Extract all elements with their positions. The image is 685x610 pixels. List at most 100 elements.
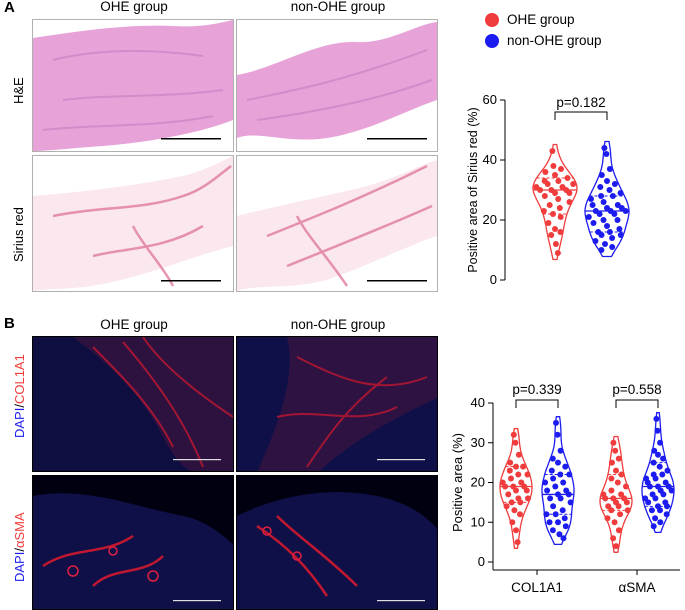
x-tick-label: COL1A1 xyxy=(511,580,563,595)
asma-ohe-point xyxy=(624,507,631,514)
sirius-non-ohe-point xyxy=(622,208,629,214)
col1a1-non-ohe-point xyxy=(560,479,567,486)
col1a1-ohe-point xyxy=(506,467,513,474)
asma-ohe-point xyxy=(617,511,624,518)
asma-ohe-point xyxy=(615,455,622,462)
col1a1-non-ohe-point xyxy=(547,495,554,502)
p-value-label: p=0.182 xyxy=(556,95,605,110)
sirius-ohe-point xyxy=(541,193,548,199)
sirius-ohe-point xyxy=(552,241,559,247)
col1a1-ohe-point xyxy=(503,503,510,510)
p-value-label: p=0.558 xyxy=(612,382,661,397)
significance-bracket xyxy=(515,399,559,408)
row-label-dapi-asma: DAPI/αSMA xyxy=(12,512,27,582)
asma-non-ohe-point xyxy=(659,471,666,478)
sirius-ohe-violin xyxy=(532,143,578,261)
row-label-dapi: DAPI xyxy=(12,407,27,438)
asma-ohe-point xyxy=(604,515,611,522)
legend-marker-ohe xyxy=(485,12,499,27)
micrograph-sirius-non-ohe xyxy=(236,155,438,292)
asma-ohe-point xyxy=(608,475,615,482)
sirius-non-ohe-point xyxy=(609,193,616,199)
col1a1-non-ohe-point xyxy=(557,447,564,454)
asma-non-ohe-point xyxy=(657,439,664,446)
sirius-ohe-point xyxy=(545,220,552,226)
sirius-non-ohe-point xyxy=(606,166,613,172)
col1a1-non-ohe-point xyxy=(548,467,555,474)
sirius-ohe-point xyxy=(550,163,557,169)
col1a1-non-ohe-point xyxy=(565,491,572,498)
sirius-ohe-point xyxy=(558,166,564,172)
row-label-col1a1: COL1A1 xyxy=(12,354,27,405)
sirius-non-ohe-point xyxy=(596,211,603,217)
sirius-non-ohe-point xyxy=(589,202,596,208)
col1a1-non-ohe-point xyxy=(560,535,567,542)
asma-non-ohe-point xyxy=(663,511,670,518)
col1a1-non-ohe-point xyxy=(561,515,568,522)
sirius-non-ohe-point xyxy=(617,232,624,238)
col1a1-ohe-point xyxy=(502,483,509,490)
sirius-non-ohe-point xyxy=(616,226,623,232)
sirius-non-ohe-point xyxy=(617,190,624,196)
col1a1-ohe-point xyxy=(520,463,527,470)
col1a1-ohe-point xyxy=(523,487,530,494)
sirius-non-ohe-point xyxy=(604,223,610,229)
asma-ohe-point xyxy=(608,459,615,466)
sirius-non-ohe-point xyxy=(609,244,616,250)
col1a1-ohe-violin xyxy=(499,427,533,549)
row-label-he: H&E xyxy=(11,77,26,104)
sirius-non-ohe-point xyxy=(611,211,618,217)
micrograph-he-non-ohe xyxy=(236,19,438,152)
row-label-dapi-col1a1: DAPI/COL1A1 xyxy=(12,354,27,438)
col1a1-non-ohe-point xyxy=(543,511,550,518)
asma-non-ohe-point xyxy=(664,503,670,510)
micrograph-asma-non-ohe xyxy=(236,475,438,610)
sirius-non-ohe-point xyxy=(598,172,605,178)
sirius-non-ohe-point xyxy=(606,229,613,235)
col1a1-ohe-point xyxy=(517,511,523,518)
col1a1-ohe-point xyxy=(515,451,522,458)
col1a1-ohe-point xyxy=(513,527,519,534)
col1a1-ohe-point xyxy=(509,519,516,526)
asma-non-ohe-point xyxy=(653,415,660,422)
sirius-ohe-point xyxy=(537,187,544,193)
asma-ohe-point xyxy=(615,527,622,534)
micrograph-col1a1-ohe xyxy=(32,336,234,472)
significance-bracket xyxy=(554,111,608,120)
sirius-ohe-point xyxy=(544,181,551,187)
col1a1-non-ohe-point xyxy=(550,475,557,482)
asma-ohe-point xyxy=(611,519,618,526)
row-label-separator: / xyxy=(12,404,27,408)
asma-ohe-point xyxy=(614,479,621,486)
col1a1-non-ohe-point xyxy=(552,511,559,518)
y-tick-label: 60 xyxy=(483,92,497,107)
panel-letter-b: B xyxy=(4,315,15,332)
col1a1-non-ohe-point xyxy=(555,519,561,526)
y-tick-label: 0 xyxy=(490,272,497,287)
asma-ohe-point xyxy=(623,499,630,506)
micrograph-he-ohe xyxy=(32,19,234,152)
asma-non-ohe-point xyxy=(651,447,658,454)
column-title-ohe-b: OHE group xyxy=(100,317,168,332)
col1a1-non-ohe-point xyxy=(567,499,574,506)
y-tick-label: 20 xyxy=(471,475,485,490)
sirius-non-ohe-point xyxy=(598,247,605,253)
asma-non-ohe-point xyxy=(652,475,659,482)
significance-bracket xyxy=(615,399,659,408)
column-title-non-ohe-b: non-OHE group xyxy=(290,317,386,332)
y-tick-label: 40 xyxy=(471,395,485,410)
col1a1-ohe-point xyxy=(510,431,517,438)
asma-non-ohe-point xyxy=(645,499,652,506)
asma-non-ohe-point xyxy=(656,463,663,470)
legend: OHE group non-OHE group xyxy=(485,12,602,48)
col1a1-ohe-point xyxy=(513,463,519,470)
asma-non-ohe-point xyxy=(660,491,667,498)
asma-ohe-point xyxy=(615,503,622,510)
sirius-non-ohe-point xyxy=(603,151,610,157)
col1a1-non-ohe-point xyxy=(542,479,549,486)
positive-area-violin-chart: 0 10 20 30 40 Positive area (%) COL1A1 p=0.339 α… xyxy=(450,382,680,595)
micrograph-sirius-ohe xyxy=(32,155,234,292)
y-tick-label: 10 xyxy=(471,514,485,529)
asma-ohe-point xyxy=(623,483,629,490)
col1a1-non-ohe-point xyxy=(562,523,569,530)
